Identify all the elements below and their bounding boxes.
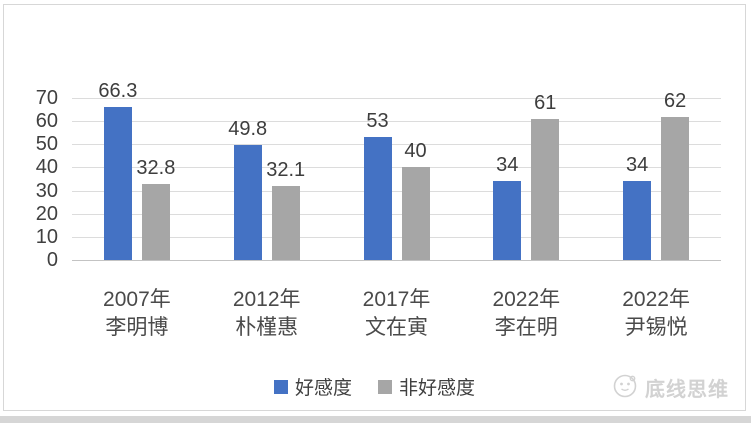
y-tick-label: 20 — [35, 202, 58, 225]
x-axis-line — [72, 260, 721, 261]
gridline — [72, 236, 721, 238]
gridline — [72, 213, 721, 215]
value-label: 49.8 — [228, 117, 268, 140]
category-year: 2017年 — [362, 288, 431, 311]
bar-非好感度-李明博 — [141, 184, 170, 260]
legend-swatch-unfavorable — [378, 379, 392, 394]
y-tick-label: 10 — [35, 225, 58, 248]
bar-好感度-文在寅 — [363, 137, 392, 260]
bar-好感度-李在明 — [493, 181, 522, 260]
y-tick-label: 0 — [46, 249, 58, 271]
value-label: 32.1 — [266, 158, 306, 181]
category-name: 李明博 — [105, 316, 169, 339]
bar-非好感度-朴槿惠 — [271, 185, 300, 260]
value-label: 62 — [663, 89, 687, 112]
bar-好感度-尹锡悦 — [623, 181, 652, 260]
y-tick-label: 40 — [35, 156, 58, 179]
gridline — [72, 98, 721, 99]
legend: 好感度 非好感度 — [4, 373, 745, 400]
y-tick-label: 70 — [35, 87, 58, 109]
category-label: 2022年李在明 — [456, 286, 596, 342]
gridline — [72, 167, 721, 169]
bar-非好感度-尹锡悦 — [661, 116, 690, 260]
bar-好感度-李明博 — [103, 106, 132, 260]
category-name: 朴槿惠 — [235, 316, 299, 339]
category-year: 2007年 — [103, 288, 171, 311]
value-label: 40 — [404, 140, 427, 163]
category-name: 李在明 — [494, 316, 558, 339]
category-name: 尹锡悦 — [624, 316, 688, 339]
y-tick-label: 50 — [35, 133, 58, 156]
category-label: 2017年文在寅 — [327, 286, 467, 342]
category-year: 2022年 — [492, 288, 561, 311]
bottom-strip — [0, 416, 751, 423]
value-label: 66.3 — [98, 79, 138, 102]
legend-item-unfavorable: 非好感度 — [378, 373, 475, 400]
value-label: 34 — [496, 154, 519, 177]
category-name: 文在寅 — [365, 316, 428, 339]
value-label: 34 — [625, 154, 649, 177]
bar-非好感度-文在寅 — [401, 167, 430, 260]
bar-好感度-朴槿惠 — [233, 144, 262, 260]
y-tick-label: 60 — [35, 110, 58, 133]
bar-非好感度-李在明 — [531, 118, 560, 260]
chart-card: 70 60 50 40 30 20 10 0 66.3 32.8 49.8 32.1 53 40 34 61… — [3, 4, 746, 411]
category-year: 2022年 — [622, 288, 690, 311]
legend-label-unfavorable: 非好感度 — [399, 378, 476, 399]
value-label: 61 — [534, 91, 557, 114]
legend-item-favorable: 好感度 — [273, 373, 352, 400]
gridline — [72, 144, 721, 146]
category-label: 2022年尹锡悦 — [586, 286, 726, 342]
category-label: 2012年朴槿惠 — [197, 286, 337, 342]
value-label: 32.8 — [136, 157, 176, 180]
gridline — [72, 190, 721, 192]
value-label: 53 — [366, 110, 389, 133]
category-label: 2007年李明博 — [67, 286, 207, 342]
y-tick-label: 30 — [35, 179, 58, 202]
legend-label-favorable: 好感度 — [294, 378, 352, 399]
watermark-text: 底线思维 — [645, 379, 729, 401]
watermark: 底线思维 — [611, 371, 729, 404]
category-year: 2012年 — [232, 288, 301, 311]
gridline — [72, 121, 721, 123]
legend-swatch-favorable — [273, 379, 288, 394]
watermark-logo-icon — [611, 371, 639, 404]
